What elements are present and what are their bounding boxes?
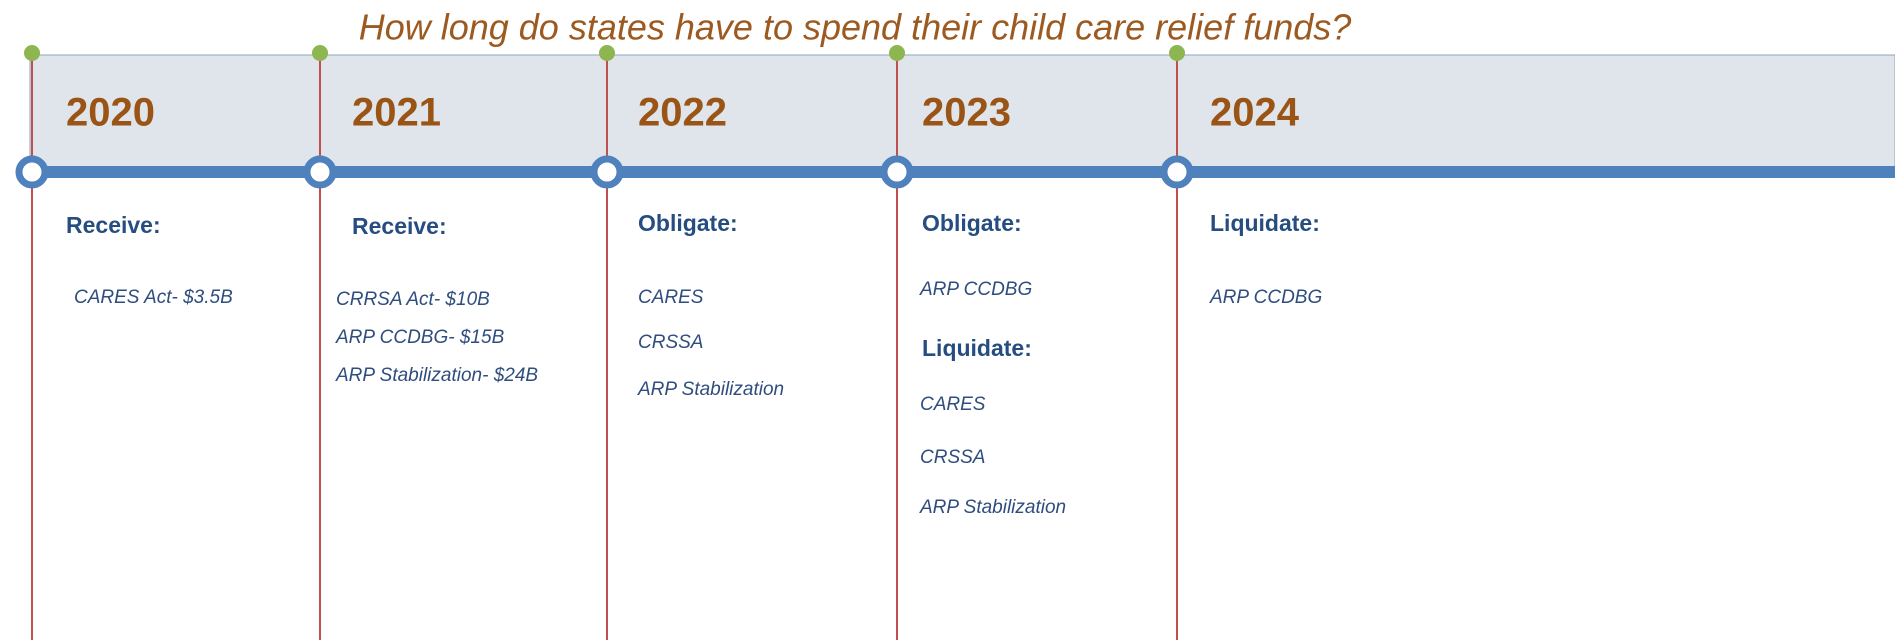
top-dot — [312, 45, 328, 61]
fund-item: CRSSA — [638, 332, 703, 353]
node — [590, 155, 624, 189]
fund-item: CRRSA Act- $10B — [336, 289, 490, 310]
top-dot — [889, 45, 905, 61]
section-heading: Liquidate: — [922, 335, 1032, 361]
fund-item: CRSSA — [920, 447, 985, 468]
section-heading: Receive: — [352, 213, 447, 239]
fund-item: ARP Stabilization — [919, 497, 1066, 518]
fund-item: ARP CCDBG- $15B — [335, 327, 505, 348]
node — [303, 155, 337, 189]
fund-item: CARES Act- $3.5B — [74, 287, 233, 308]
node — [880, 155, 914, 189]
fund-item: CARES — [638, 287, 704, 308]
top-dot — [599, 45, 615, 61]
section-heading: Liquidate: — [1210, 210, 1320, 236]
section-heading: Obligate: — [922, 210, 1022, 236]
title: How long do states have to spend their c… — [359, 7, 1352, 48]
fund-item: ARP CCDBG — [919, 279, 1032, 300]
top-dot — [24, 45, 40, 61]
year: 2023 — [922, 91, 1011, 135]
section-heading: Receive: — [66, 212, 161, 238]
node — [15, 155, 49, 189]
year: 2022 — [638, 91, 727, 135]
year-band — [29, 54, 1895, 173]
fund-item: ARP CCDBG — [1209, 287, 1322, 308]
year: 2020 — [66, 91, 155, 135]
top-dot — [1169, 45, 1185, 61]
section-heading: Obligate: — [638, 210, 738, 236]
fund-item: ARP Stabilization — [637, 379, 784, 400]
year: 2024 — [1210, 91, 1300, 135]
node — [1160, 155, 1194, 189]
fund-item: CARES — [920, 394, 986, 415]
fund-item: ARP Stabilization- $24B — [335, 365, 538, 386]
year: 2021 — [352, 91, 441, 135]
